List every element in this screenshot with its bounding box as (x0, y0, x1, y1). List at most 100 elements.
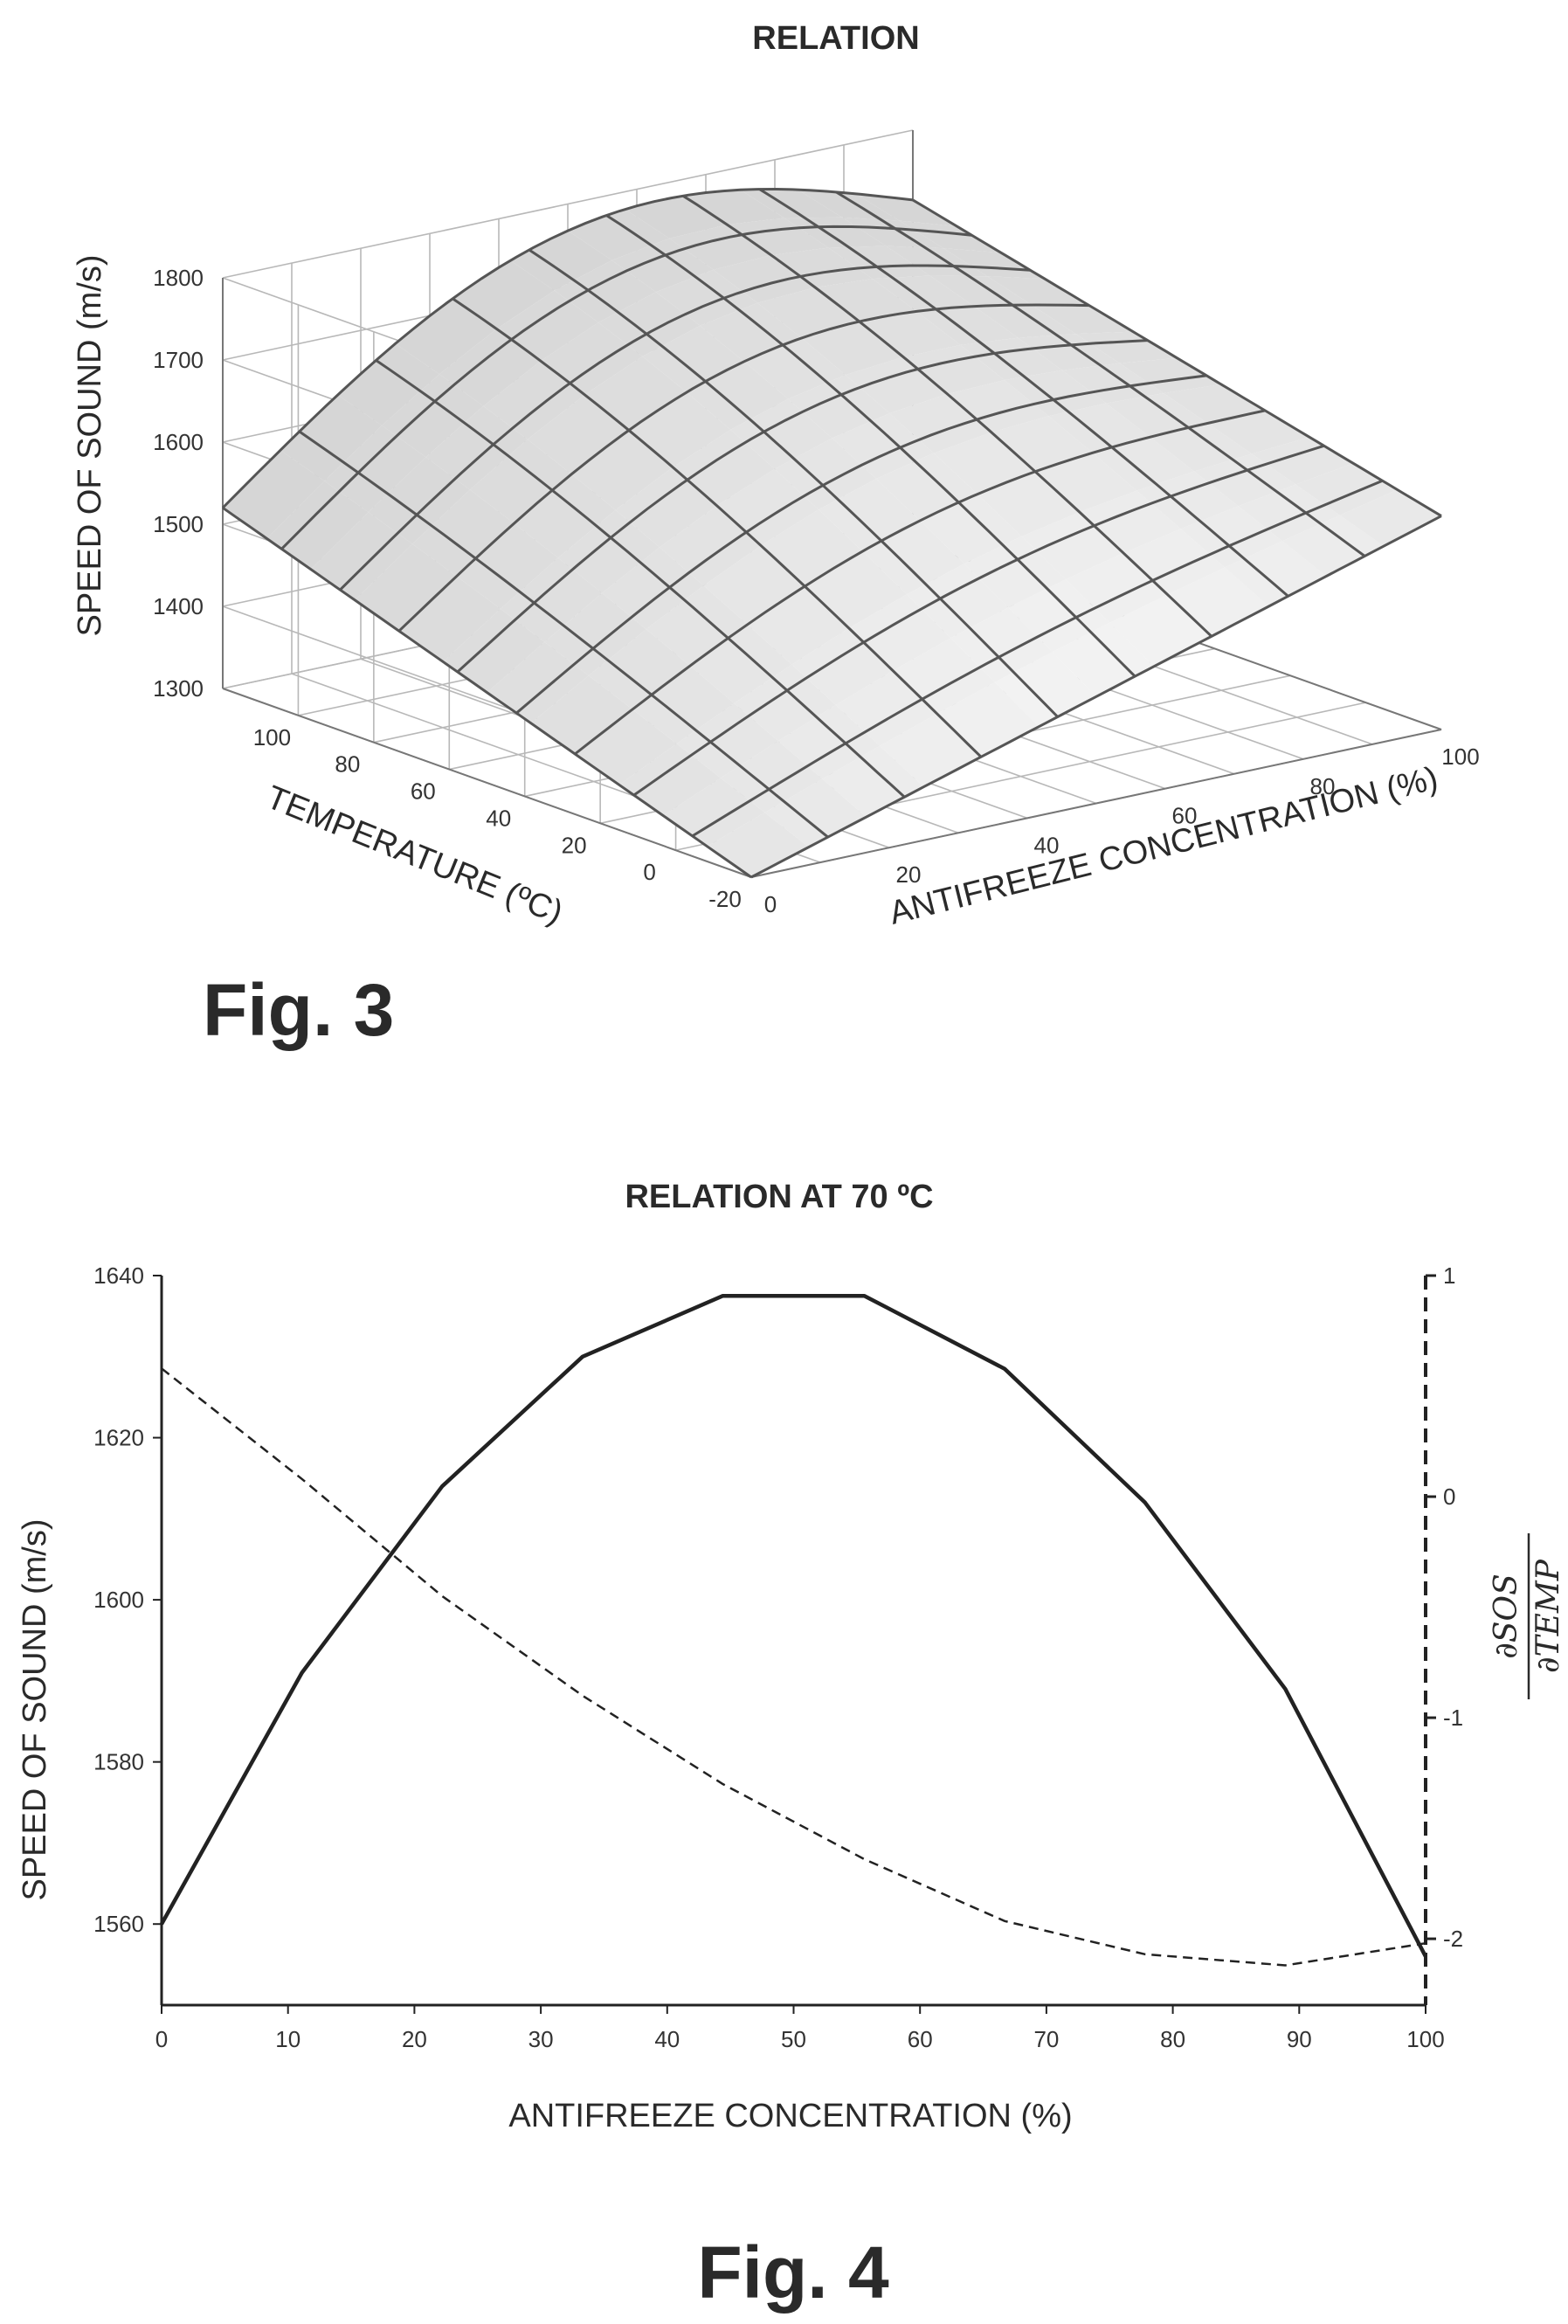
fig3-surface-patch (544, 592, 646, 676)
fig3-surface-patch (398, 576, 501, 662)
fig3-mesh-line (758, 188, 1289, 598)
fig3-surface-patch (774, 438, 876, 510)
fig4-x-tick-label: 0 (155, 2026, 168, 2052)
fig3-surface-patch (663, 778, 765, 847)
fig3-surface-patch (1075, 331, 1178, 363)
fig3-surface-patch (510, 231, 612, 291)
fig3-surface-patch (575, 709, 677, 785)
fig3-mesh-line (280, 225, 972, 550)
fig3-mesh-line (691, 479, 1384, 838)
fig3-surface-patch (716, 468, 819, 546)
fig3-surface-patch (707, 813, 809, 877)
fig3-y-tick-label: 80 (335, 751, 360, 778)
fig3-surface-patch (642, 325, 744, 392)
fig4-x-tick-label: 60 (908, 2026, 933, 2052)
fig3-surface-patch (571, 430, 673, 510)
fig3-surface-patch (920, 494, 1022, 564)
fig4-y-axis-label: SPEED OF SOUND (m/s) (17, 1518, 53, 1900)
fig4-series (160, 1293, 1427, 1967)
fig3-surface-patch (770, 247, 873, 287)
fig3-mesh-line (912, 198, 1442, 517)
fig4-x-axis-label: ANTIFREEZE CONCENTRATION (%) (508, 2098, 1072, 2134)
fig3-surface-patch (713, 255, 815, 303)
fig4-x-tick-label: 50 (781, 2026, 806, 2052)
fig4-y-tick-label: 1620 (93, 1425, 144, 1451)
fig3-surface-patch (841, 217, 943, 249)
fig3-surface-patch (673, 429, 775, 506)
fig3-surface-patch (1079, 490, 1181, 554)
fig3-surface-patch (439, 329, 542, 406)
fig3-surface-patch (655, 269, 758, 326)
fig3-surface-patch (355, 543, 457, 632)
fig3-surface-patch (266, 481, 369, 570)
fig3-chart: RELATION 1300 1400 1500 1600 1700 1800 -20 0 20 4… (72, 20, 1480, 1051)
fig3-x-tick-label: 60 (1172, 803, 1198, 829)
fig3-backwall-hline (222, 129, 914, 279)
fig3-surface-patch (943, 248, 1046, 280)
fig3-surface-patch (814, 279, 917, 322)
fig3-y-tick-label: 60 (411, 778, 436, 805)
fig3-mesh-line (682, 194, 1212, 638)
fig3-surface-patch (740, 190, 842, 218)
fig3-surface-patch (660, 505, 762, 586)
fig3-surface-patch (916, 306, 1019, 345)
fig3-surface-patch (496, 290, 598, 361)
fig3-title: RELATION (752, 20, 919, 57)
fig3-surface-patch (324, 425, 426, 513)
fig3-mesh-line (515, 374, 1207, 715)
fig3-surface-patch (588, 629, 690, 710)
fig3-surface-patch (1021, 512, 1123, 580)
fig3-surface-patch (1281, 515, 1385, 577)
fig3-mesh-line (375, 359, 906, 799)
fig3-surface-patch (443, 608, 545, 693)
fig3-surface (221, 187, 1442, 879)
fig3-y-tick-label: 100 (253, 724, 291, 750)
fig3-surface-patch (598, 292, 701, 356)
fig3-z-tick-label: 1700 (153, 347, 204, 373)
fig4-y2-tick-label: -1 (1443, 1705, 1463, 1731)
fig3-surface-patch (310, 512, 413, 600)
fig3-surface-patch (798, 190, 900, 221)
fig3-surface-patch (676, 703, 778, 778)
fig3-surface-patch (554, 259, 656, 323)
fig3-surface-patch (933, 432, 1035, 495)
fig4-y-tick-label: 1560 (93, 1911, 144, 1937)
fig3-surface-patch (902, 344, 1005, 394)
fig4-y2-axis-label: ∂SOS ∂TEMP (1489, 1533, 1566, 1699)
fig4-x-tick-label: 30 (528, 2026, 554, 2052)
fig3-mesh-line (222, 506, 752, 879)
fig3-surface-patch (1238, 484, 1340, 542)
fig4-x-tick-label: 40 (654, 2026, 680, 2052)
fig4-caption: Fig. 4 (697, 2231, 889, 2314)
fig3-mesh-line (574, 409, 1266, 756)
fig4-x-tick-label: 10 (275, 2026, 300, 2052)
fig4-title: RELATION AT 70 ºC (625, 1179, 933, 1215)
fig3-surface-patch (872, 275, 974, 312)
fig4-x-tick-label: 20 (402, 2026, 427, 2052)
fig3-surface-patch (1106, 393, 1208, 438)
fig3-surface-patch (991, 416, 1093, 472)
fig3-surface-patch (977, 472, 1080, 536)
fig3-mesh-line (750, 515, 1442, 879)
fig4-y-tick-label: 1640 (93, 1262, 144, 1289)
fig3-surface-patch (611, 238, 714, 293)
fig3-surface-patch (859, 311, 961, 357)
fig4-y2-tick-label: 1 (1443, 1262, 1455, 1289)
fig3-caption: Fig. 3 (203, 969, 394, 1051)
fig3-surface-patch (602, 547, 704, 630)
fig3-surface-patch (889, 394, 991, 453)
fig3-ticks: 1300 1400 1500 1600 1700 1800 -20 0 20 40 60 80 100 0… (153, 265, 1480, 917)
fig3-y-tick-label: 0 (643, 859, 655, 885)
fig3-mesh-line (452, 297, 983, 758)
fig3-surface-patch (862, 521, 964, 595)
fig3-mesh-line (221, 187, 914, 509)
fig3-surface-patch (632, 666, 735, 744)
fig3-surface-patch (906, 564, 1009, 639)
fig4-x-tick-label: 80 (1160, 2026, 1185, 2052)
fig3-surface-patch (947, 380, 1049, 432)
fig3-mesh-line (632, 444, 1325, 797)
fig3-surface-patch (469, 439, 572, 523)
fig3-surface-patch (1035, 453, 1137, 513)
fig3-surface-patch (964, 536, 1066, 608)
fig3-surface-patch (994, 652, 1096, 727)
